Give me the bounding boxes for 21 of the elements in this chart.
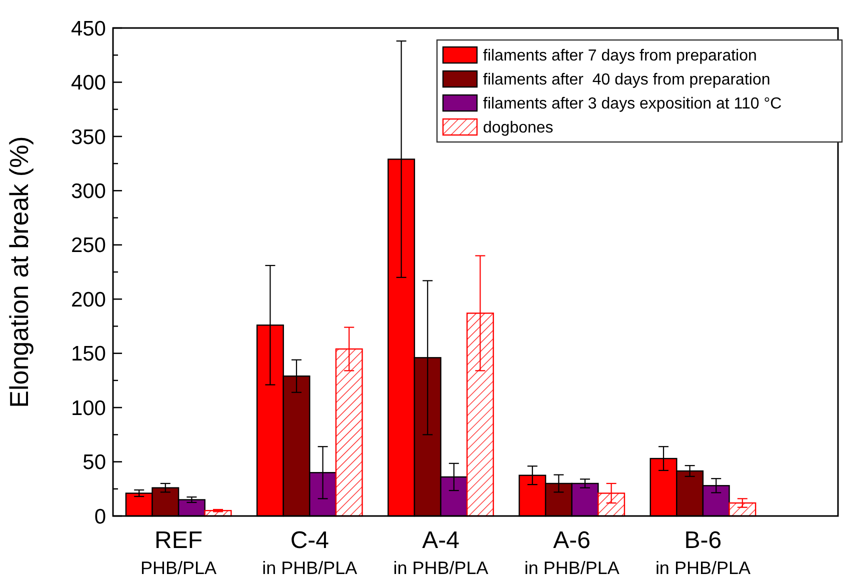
bar [728,502,756,517]
legend-label: filaments after 40 days from preparation [483,72,770,89]
x-tick-label: A-4 in PHB/PLA [393,527,488,578]
y-tick-label: 50 [82,451,106,474]
y-tick-label: 100 [70,396,106,420]
x-tick-label: REF PHB/PLA [140,527,217,578]
y-tick-label: 450 [70,17,106,40]
y-tick-label: 300 [70,180,106,204]
y-tick-label: 250 [70,234,106,258]
y-tick-label: 200 [70,288,106,312]
x-tick-label: B-6 in PHB/PLA [655,527,750,578]
legend-label: dogbones [483,120,554,137]
legend-label: filaments after 7 days from preparation [483,48,757,65]
x-tick-label: C-4 in PHB/PLA [262,527,358,578]
y-axis-title: Elongation at break (%) [4,136,34,408]
y-tick-label: 350 [70,126,106,149]
y-tick-label: 0 [94,505,106,528]
legend-label: filaments after 3 days exposition at 110 °C [483,96,782,113]
y-tick-label: 150 [70,342,106,366]
y-tick-label: 400 [70,72,106,95]
x-tick-label: A-6 in PHB/PLA [524,527,620,578]
